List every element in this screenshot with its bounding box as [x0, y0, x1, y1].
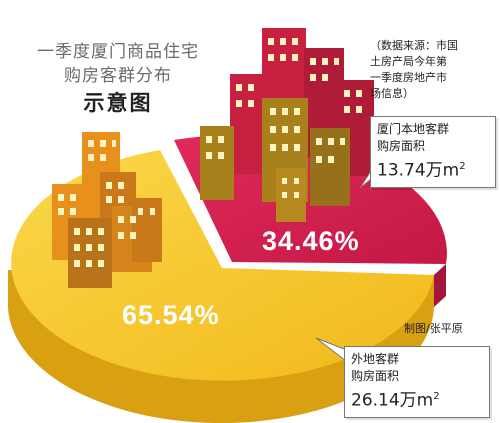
callout-local: 厦门本地客群 购房面积 13.74万m2: [370, 116, 496, 188]
outside-buildings: [52, 132, 162, 288]
source-note-line: （数据来源：市国: [370, 39, 458, 52]
callout-local-line2: 购房面积: [377, 139, 426, 153]
source-note-line: 场信息）: [370, 87, 414, 100]
callout-outside: 外地客群 购房面积 26.14万m2: [344, 346, 490, 418]
title-line-2: 购房客群分布: [64, 66, 172, 86]
local-buildings: [200, 28, 374, 222]
chart-credit: 制图/张平原: [404, 322, 463, 335]
chart-title: 一季度厦门商品住宅 购房客群分布 示意图: [18, 40, 218, 118]
pie-side-local: [434, 264, 446, 307]
callout-local-value: 13.74万m2: [377, 160, 466, 181]
title-line-1: 一季度厦门商品住宅: [37, 42, 199, 62]
source-note: （数据来源：市国 土房产局今年第 一季度房地产市 场信息）: [370, 38, 496, 102]
data-label-local: 34.46%: [262, 226, 360, 256]
data-label-outside: 65.54%: [122, 300, 220, 330]
source-note-line: 土房产局今年第: [370, 55, 447, 68]
callout-outside-value: 26.14万m2: [351, 390, 440, 411]
callout-outside-line2: 购房面积: [351, 369, 400, 383]
callout-local-line1: 厦门本地客群: [377, 122, 450, 136]
title-line-3: 示意图: [83, 91, 153, 115]
callout-outside-line1: 外地客群: [351, 352, 400, 366]
source-note-line: 一季度房地产市: [370, 71, 447, 84]
